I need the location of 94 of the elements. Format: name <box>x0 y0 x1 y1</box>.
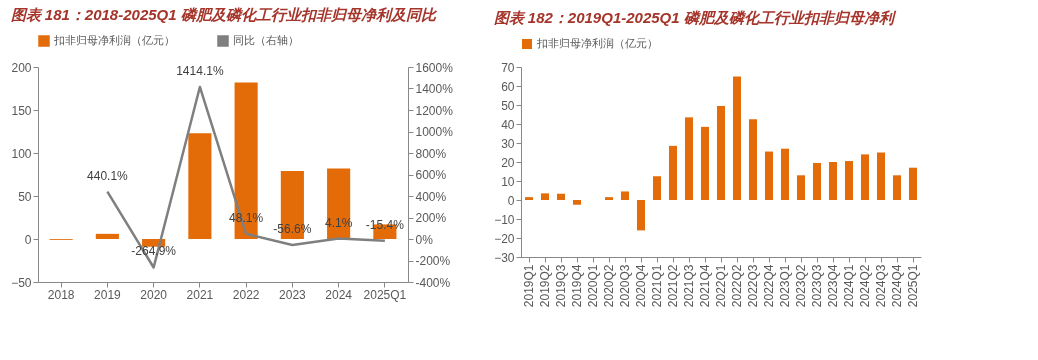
bar <box>717 105 725 200</box>
x-tick-label: 2022Q4 <box>762 264 776 308</box>
y-tick-label: 200 <box>11 60 32 75</box>
x-tick-label: 2020Q4 <box>634 264 648 308</box>
y-tick-label: 100 <box>11 146 32 161</box>
x-tick-label: 2019 <box>94 287 122 302</box>
data-label: 1414.1% <box>176 63 224 78</box>
x-tick-label: 2021Q1 <box>650 264 664 308</box>
bar <box>525 197 533 200</box>
y2-tick-label: -200% <box>415 254 451 268</box>
x-tick-label: 2024Q3 <box>874 264 888 308</box>
y2-tick-label: 1400% <box>415 82 454 96</box>
x-tick-label: 2023Q1 <box>778 264 792 308</box>
y-tick-label: 20 <box>501 155 515 170</box>
y-tick-label: −10 <box>494 212 515 227</box>
y2-tick-label: 1200% <box>415 103 454 118</box>
x-tick-label: 2022Q2 <box>730 264 744 308</box>
bar <box>893 175 901 200</box>
bar <box>845 161 853 200</box>
bar <box>877 152 885 200</box>
x-tick-label: 2024 <box>325 287 353 302</box>
x-tick-label: 2020Q2 <box>602 264 616 308</box>
x-tick-label: 2021 <box>186 287 214 302</box>
x-tick-label: 2021Q2 <box>666 264 680 308</box>
bar <box>861 154 869 200</box>
x-tick-label: 2023Q4 <box>826 264 840 308</box>
bar <box>829 162 837 200</box>
y-tick-label: 0 <box>24 232 32 247</box>
y-tick-label: 30 <box>501 136 515 151</box>
x-tick-label: 2024Q1 <box>842 264 856 308</box>
y2-tick-label: -400% <box>415 275 451 290</box>
y-tick-label: 10 <box>501 174 515 189</box>
x-tick-label: 2020 <box>140 287 168 302</box>
y2-tick-label: 1600% <box>415 60 454 75</box>
bar <box>95 233 119 239</box>
y-tick-label: 40 <box>501 117 515 132</box>
bar <box>669 145 677 200</box>
x-tick-label: 2025Q1 <box>363 287 407 302</box>
bar <box>557 193 565 200</box>
y2-tick-label: 0% <box>415 232 434 247</box>
x-tick-label: 2025Q1 <box>906 264 920 308</box>
legend-label: 同比（右轴） <box>233 34 299 46</box>
y-tick-label: 70 <box>501 60 515 75</box>
y-tick-label: 60 <box>501 79 515 94</box>
bar <box>733 76 741 200</box>
y-tick-label: 150 <box>11 103 32 118</box>
x-tick-label: 2024Q4 <box>890 264 904 308</box>
bar <box>653 176 661 200</box>
bar <box>701 126 709 200</box>
x-tick-label: 2020Q1 <box>586 264 600 308</box>
chart-title: 图表 181：2018-2025Q1 磷肥及磷化工行业扣非归母净利及同比 <box>10 6 438 23</box>
bar <box>797 175 805 200</box>
bar <box>813 162 821 200</box>
legend-label: 扣非归母净利润（亿元） <box>536 37 658 49</box>
y-tick-label: −50 <box>11 275 32 290</box>
legend-label: 扣非归母净利润（亿元） <box>53 34 175 46</box>
x-tick-label: 2022 <box>232 287 260 302</box>
y-tick-label: 50 <box>501 98 515 113</box>
bar <box>605 197 613 200</box>
y2-tick-label: 600% <box>415 168 447 182</box>
x-tick-label: 2022Q1 <box>714 264 728 308</box>
data-label: 440.1% <box>87 168 129 183</box>
bar <box>637 200 645 231</box>
x-tick-label: 2020Q3 <box>618 264 632 308</box>
x-tick-label: 2021Q3 <box>682 264 696 308</box>
y-tick-label: −30 <box>494 250 515 265</box>
x-tick-label: 2023Q2 <box>794 264 808 308</box>
x-tick-label: 2018 <box>47 287 75 302</box>
chart-title: 图表 182：2019Q1-2025Q1 磷肥及磷化工行业扣非归母净利 <box>493 9 897 26</box>
y2-tick-label: 1000% <box>415 125 454 139</box>
bar <box>541 193 549 200</box>
x-tick-label: 2019Q3 <box>554 264 568 308</box>
x-tick-label: 2019Q4 <box>570 264 584 308</box>
bar <box>749 119 757 200</box>
y-tick-label: −20 <box>494 231 515 246</box>
bar <box>781 148 789 200</box>
y-tick-label: 50 <box>18 189 32 204</box>
x-tick-label: 2023 <box>279 287 307 302</box>
bar <box>188 133 212 239</box>
x-tick-label: 2024Q2 <box>858 264 872 308</box>
x-tick-label: 2019Q2 <box>538 264 552 308</box>
bar <box>765 151 773 200</box>
bar <box>621 191 629 200</box>
y2-tick-label: 200% <box>415 211 447 225</box>
bar <box>685 117 693 200</box>
x-tick-label: 2021Q4 <box>698 264 712 308</box>
y2-tick-label: 800% <box>415 146 447 161</box>
x-tick-label: 2023Q3 <box>810 264 824 308</box>
bar <box>573 200 581 205</box>
y-tick-label: 0 <box>507 193 515 208</box>
bar <box>909 167 917 200</box>
y2-tick-label: 400% <box>415 189 447 204</box>
x-tick-label: 2019Q1 <box>522 264 536 308</box>
x-tick-label: 2022Q3 <box>746 264 760 308</box>
